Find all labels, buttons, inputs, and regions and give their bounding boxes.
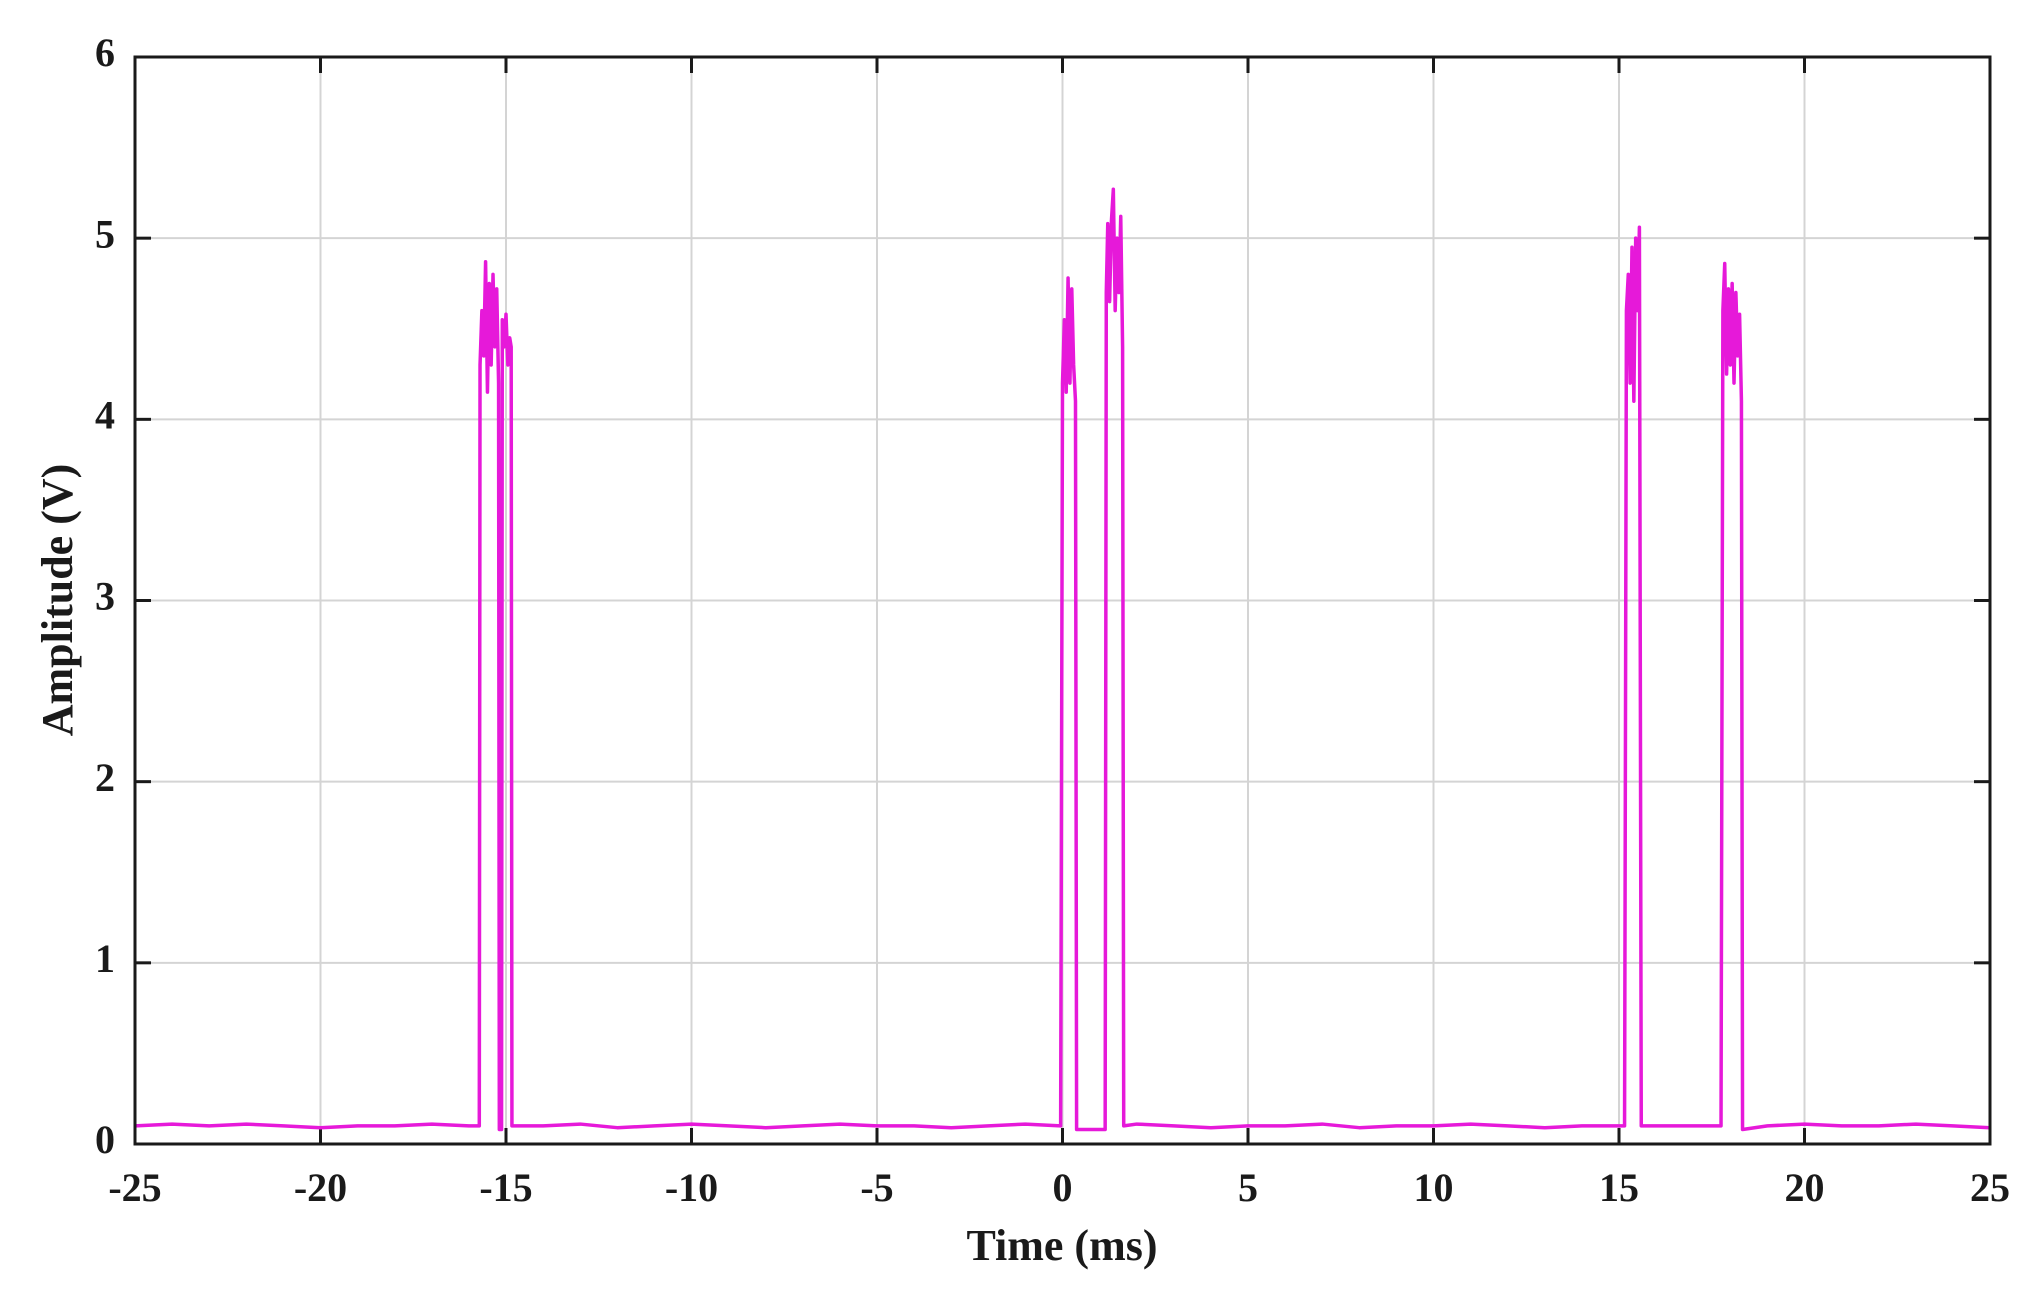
y-tick-label: 6 — [95, 30, 115, 75]
y-axis-label: Amplitude (V) — [33, 464, 82, 737]
y-tick-label: 4 — [95, 393, 115, 438]
x-tick-label: 15 — [1599, 1165, 1639, 1210]
y-tick-label: 1 — [95, 936, 115, 981]
x-tick-label: -15 — [479, 1165, 532, 1210]
y-tick-label: 5 — [95, 211, 115, 256]
y-tick-label: 2 — [95, 755, 115, 800]
x-tick-label: -5 — [860, 1165, 893, 1210]
data-line — [134, 187, 1991, 1132]
x-tick-label: 0 — [1053, 1165, 1073, 1210]
x-axis-label: Time (ms) — [966, 1221, 1157, 1270]
plot-frame — [133, 55, 1992, 1146]
x-tick-label: -25 — [108, 1165, 161, 1210]
x-tick-label: 5 — [1238, 1165, 1258, 1210]
x-tick-label: 10 — [1414, 1165, 1454, 1210]
y-tick-label: 0 — [95, 1117, 115, 1162]
x-tick-label: -20 — [294, 1165, 347, 1210]
x-tick-label: 25 — [1970, 1165, 2010, 1210]
y-tick-label: 3 — [95, 574, 115, 619]
x-tick-label: -10 — [665, 1165, 718, 1210]
x-tick-label: 20 — [1785, 1165, 1825, 1210]
